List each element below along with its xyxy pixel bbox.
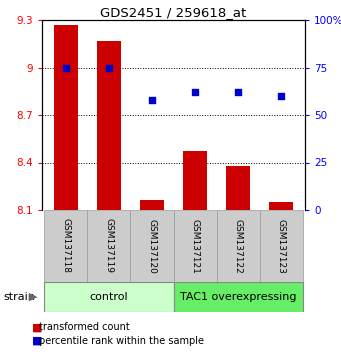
Point [106,65,112,70]
Text: control: control [90,292,128,302]
Text: GSM137120: GSM137120 [147,218,157,273]
Bar [183,152,207,210]
Text: transformed count: transformed count [39,322,130,332]
Bar [97,41,121,210]
Bar [54,25,77,210]
Text: TAC1 overexpressing: TAC1 overexpressing [180,292,296,302]
Bar [44,282,174,312]
Text: percentile rank within the sample: percentile rank within the sample [39,336,204,346]
Title: GDS2451 / 259618_at: GDS2451 / 259618_at [100,6,247,19]
Point [192,89,198,95]
Bar [44,210,87,282]
Text: ■: ■ [32,322,43,332]
Bar [226,166,250,210]
Text: GSM137118: GSM137118 [61,218,70,274]
Point [235,89,241,95]
Bar [174,210,217,282]
Bar [140,200,164,210]
Text: strain: strain [3,292,35,302]
Bar [130,210,174,282]
Text: GSM137119: GSM137119 [104,218,113,274]
Point [149,97,155,103]
Bar [260,210,303,282]
Point [63,65,69,70]
Bar [217,210,260,282]
Text: ■: ■ [32,336,43,346]
Point [279,93,284,99]
Text: GSM137122: GSM137122 [234,219,243,273]
Text: GSM137123: GSM137123 [277,218,286,273]
Bar [174,282,303,312]
Text: GSM137121: GSM137121 [191,218,199,273]
Bar [269,202,293,210]
Text: ▶: ▶ [29,292,38,302]
Bar [87,210,130,282]
